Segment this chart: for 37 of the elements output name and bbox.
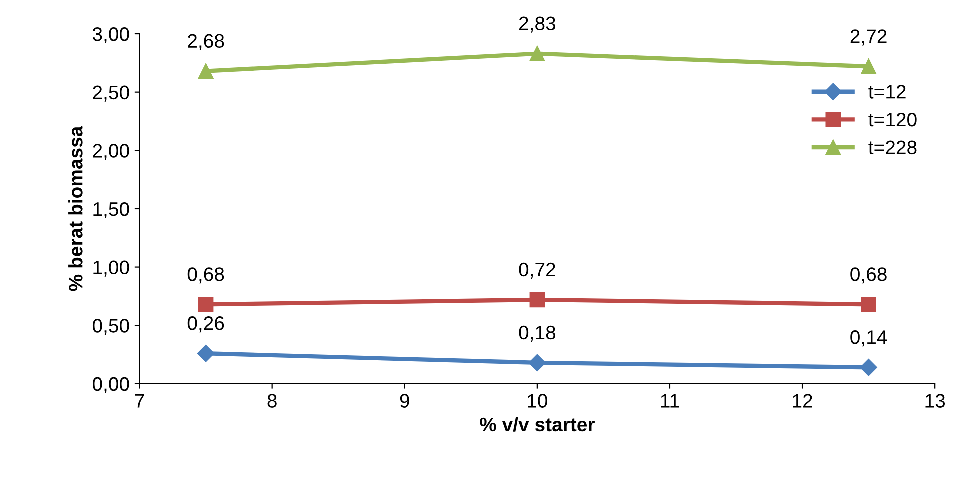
data-label: 2,83 xyxy=(519,16,556,33)
data-label: 2,68 xyxy=(188,34,224,50)
x-tick-label: 9 xyxy=(400,394,410,408)
legend-label: t=12 xyxy=(868,85,906,99)
x-tick-label: 12 xyxy=(793,394,812,408)
x-tick-label: 10 xyxy=(528,394,548,408)
x-axis-title: % v/v starter xyxy=(480,417,595,432)
y-tick-label: 1,00 xyxy=(94,260,130,277)
data-label: 0,26 xyxy=(188,316,224,333)
data-label: 0,68 xyxy=(188,268,224,284)
data-label: 2,72 xyxy=(850,30,887,46)
point xyxy=(528,354,546,372)
data-label: 0,18 xyxy=(519,326,556,342)
y-tick-label: 1,50 xyxy=(94,202,130,219)
data-label: 0,14 xyxy=(850,330,888,347)
data-label: 0,68 xyxy=(850,268,887,284)
y-tick-label: 2,50 xyxy=(93,86,130,102)
point xyxy=(198,296,214,312)
point xyxy=(530,46,546,62)
x-tick-label: 8 xyxy=(268,394,277,408)
point xyxy=(198,64,214,79)
x-tick-label: 13 xyxy=(926,394,946,408)
y-tick-label: 0,00 xyxy=(92,377,130,394)
y-tick-label: 0,50 xyxy=(92,319,130,336)
point xyxy=(861,296,876,312)
y-tick-label: 3,00 xyxy=(92,27,130,44)
legend-label: t=120 xyxy=(868,112,917,127)
x-tick-label: 7 xyxy=(135,394,144,408)
legend-label: t=228 xyxy=(868,140,917,155)
y-tick-label: 2,00 xyxy=(93,144,130,160)
x-tick-label: 11 xyxy=(661,394,680,408)
point xyxy=(861,59,876,74)
point xyxy=(530,292,546,308)
y-axis-title: % berat biomassa xyxy=(68,126,83,292)
data-label: 0,72 xyxy=(519,262,556,279)
point xyxy=(860,359,878,376)
point xyxy=(198,345,215,362)
